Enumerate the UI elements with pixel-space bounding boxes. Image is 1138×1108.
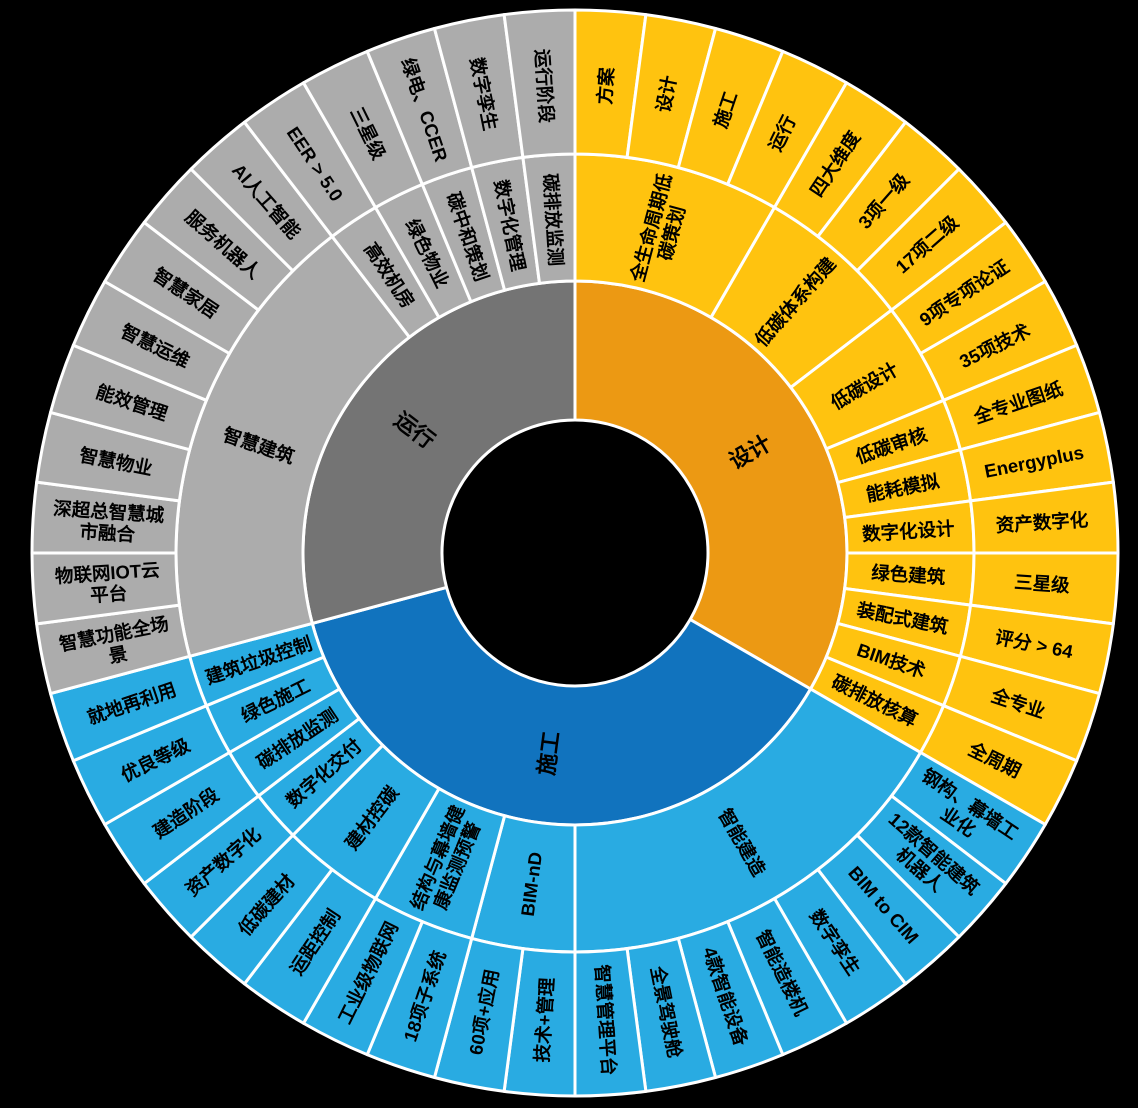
ring-segment-label: 运行阶段 [532,48,558,124]
section-label: 施工 [534,730,565,777]
ring-segment [502,8,577,159]
ring-segment-label: 绿色建筑 [871,562,947,588]
ring-segment-label: 方案 [594,66,617,105]
ring-segment-label: 三星级 [1014,571,1071,596]
